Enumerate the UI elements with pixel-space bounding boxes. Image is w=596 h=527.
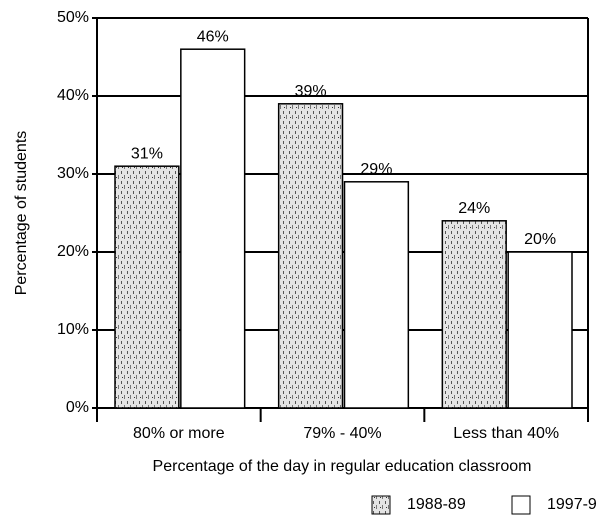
bar [277,103,344,409]
y-tick-label: 30% [57,165,89,182]
legend-label: 1997-98 [547,496,596,513]
value-label: 24% [458,200,490,217]
y-tick-label: 20% [57,243,89,260]
value-label: 46% [197,28,229,45]
bar [114,165,180,409]
x-axis-label: Percentage of the day in regular educati… [153,458,532,475]
x-tick-label: 79% - 40% [303,425,381,442]
y-tick-label: 50% [57,9,89,26]
y-axis-label: Percentage of students [13,131,30,296]
value-label: 39% [295,83,327,100]
bar [180,48,246,409]
y-tick-label: 40% [57,87,89,104]
value-label: 31% [131,145,163,162]
bar [343,181,410,409]
y-tick-label: 0% [66,399,89,416]
value-label: 29% [360,161,392,178]
legend-swatch [511,495,531,515]
legend-label: 1988-89 [407,496,466,513]
x-tick-label: 80% or more [133,425,225,442]
x-tick-label: Less than 40% [453,425,559,442]
legend-swatch [371,495,391,515]
value-label: 20% [524,231,556,248]
bar [441,220,507,409]
bar [507,251,573,409]
y-tick-label: 10% [57,321,89,338]
